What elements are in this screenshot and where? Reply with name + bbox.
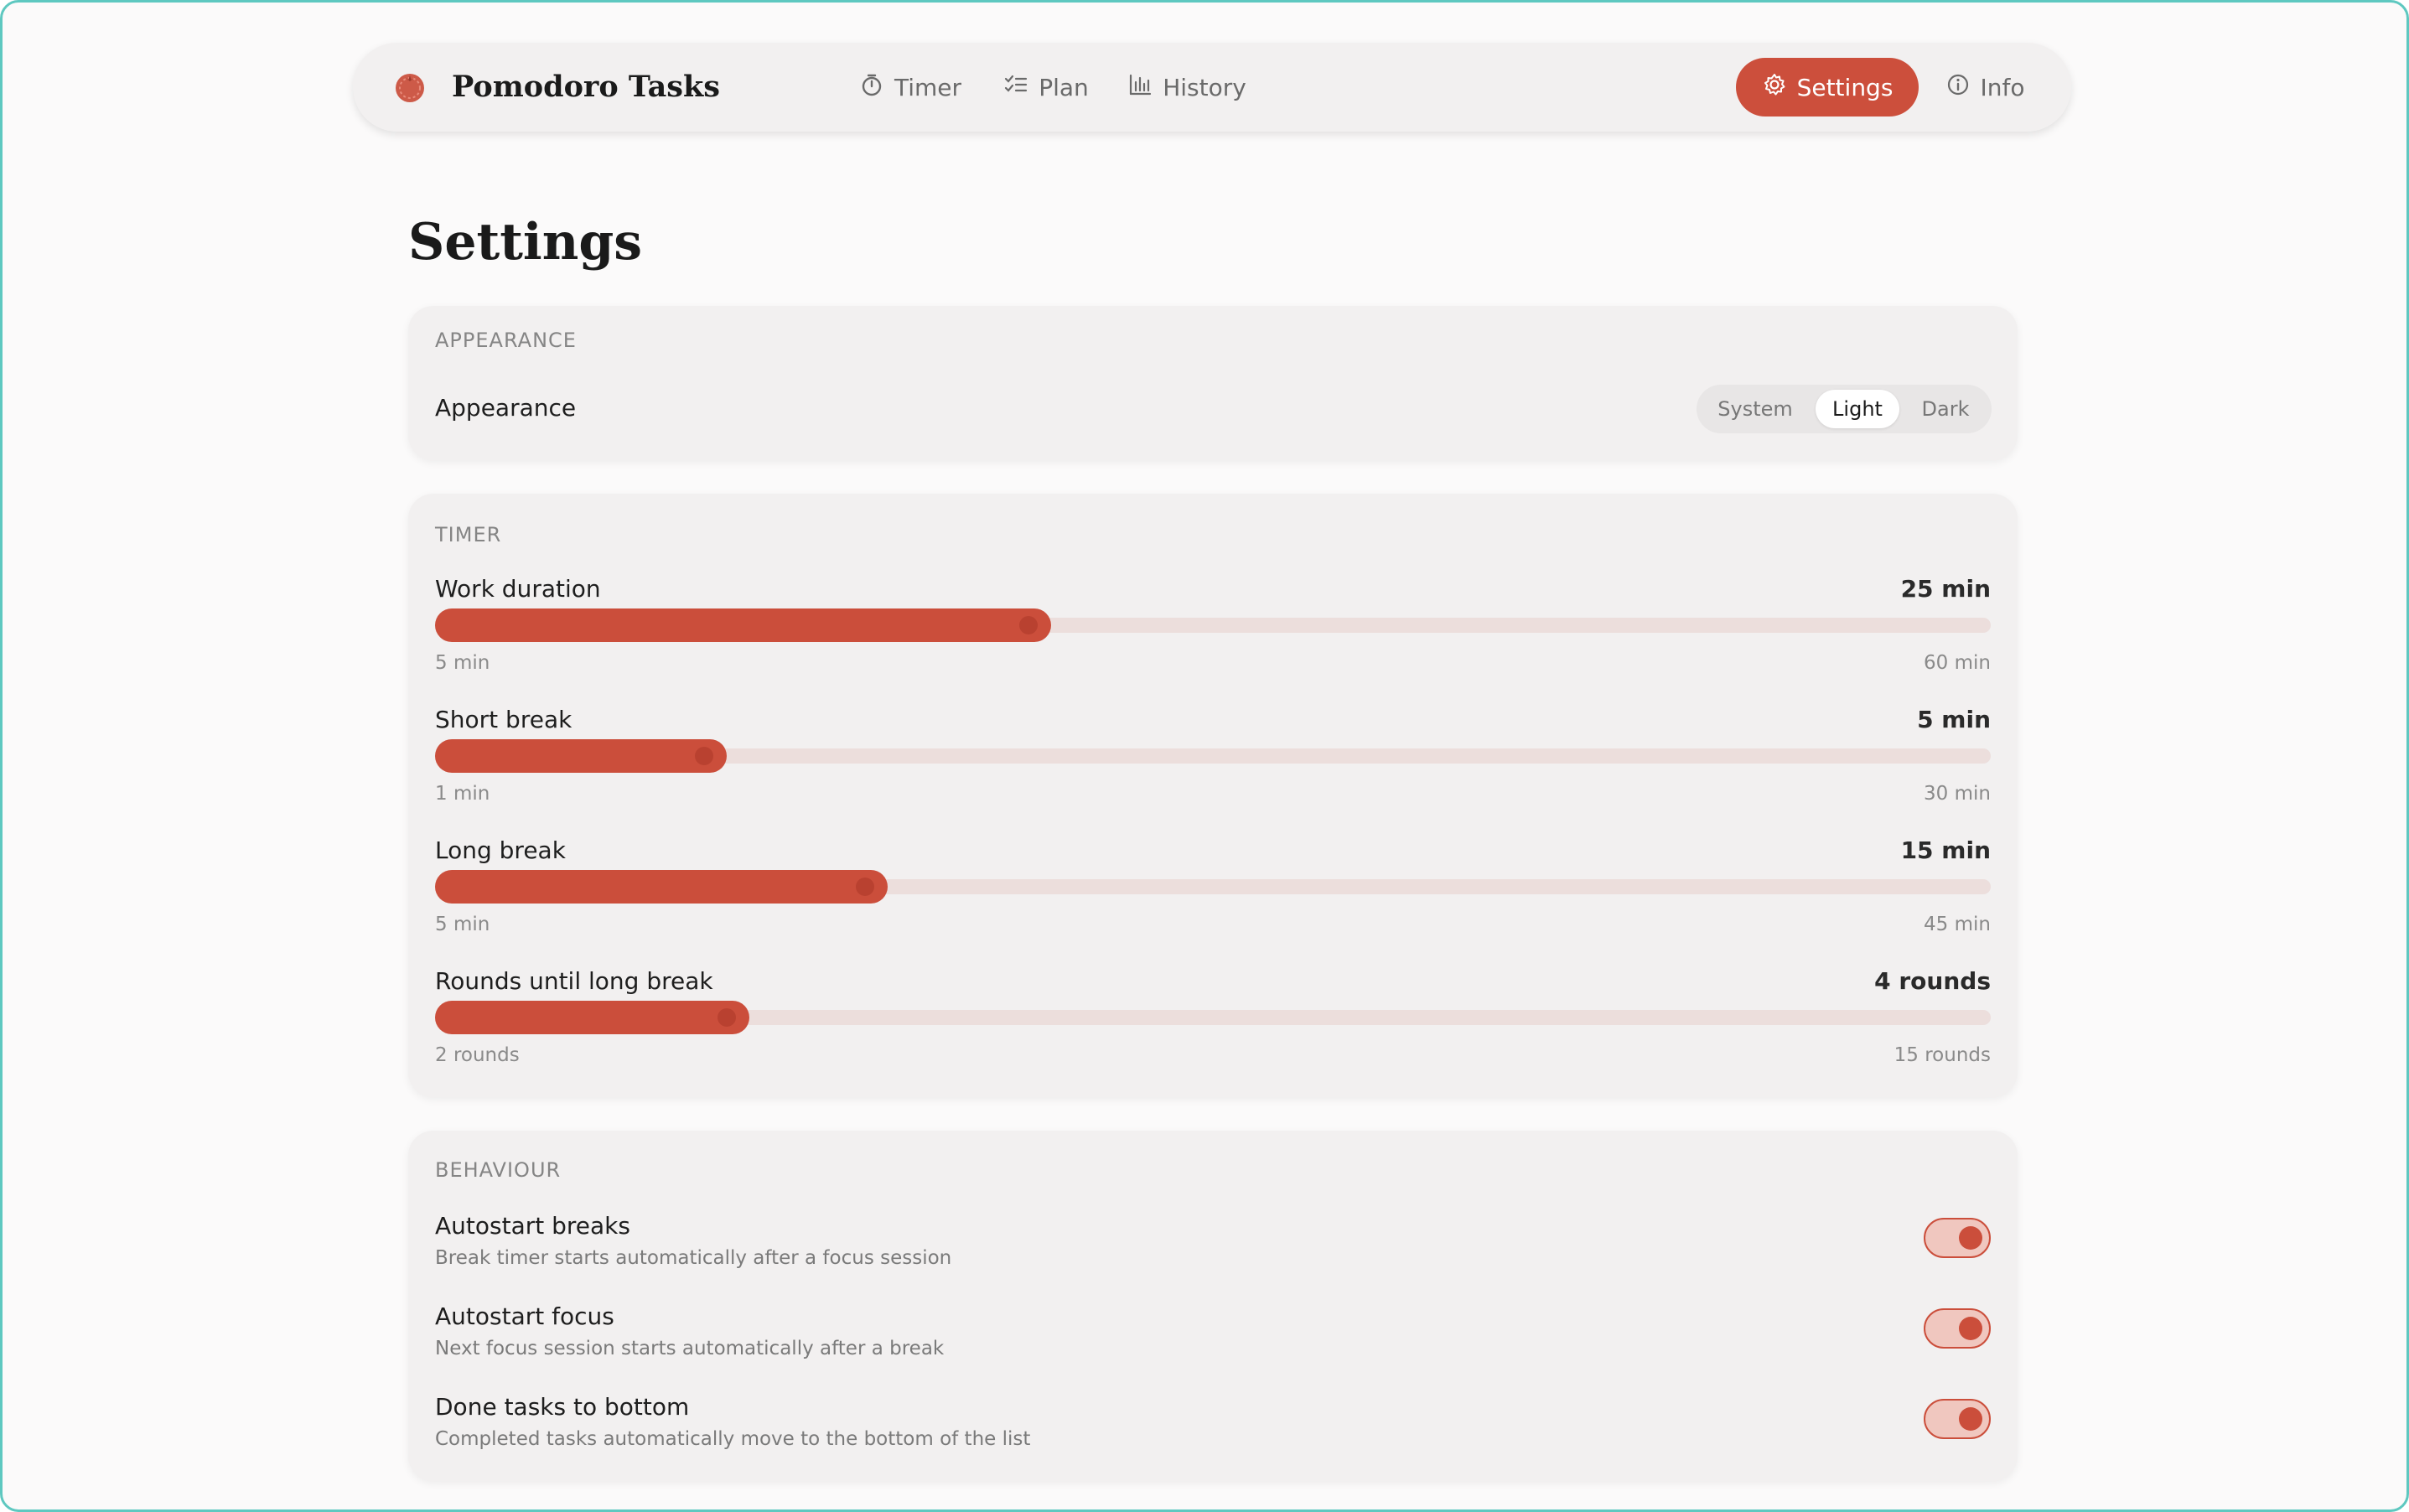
slider-thumb[interactable] [856,878,874,896]
slider-fill [435,870,888,904]
nav-info[interactable]: Info [1935,58,2034,117]
bar-chart-icon [1127,72,1153,103]
slider-label: Work duration [435,575,601,603]
appearance-option-system[interactable]: System [1717,397,1793,421]
appearance-card: APPEARANCE Appearance System Light Dark [408,306,2018,460]
nav-history[interactable]: History [1116,58,1258,117]
top-nav: Pomodoro Tasks Timer Plan History Setti [353,43,2071,132]
autostart-focus-row: Autostart focus Next focus session start… [435,1302,1991,1377]
section-label-appearance: APPEARANCE [435,329,577,352]
slider-label: Short break [435,706,572,733]
nav-settings-label: Settings [1796,73,1894,101]
appearance-row-label: Appearance [435,394,577,422]
toggle-description: Break timer starts automatically after a… [435,1247,952,1269]
rounds-until-long-break-slider: Rounds until long break 4 rounds 2 round… [435,966,1991,1066]
stopwatch-icon [859,72,884,103]
nav-timer[interactable]: Timer [847,58,973,117]
slider-value: 25 min [1900,575,1991,603]
slider-thumb[interactable] [718,1008,736,1027]
nav-info-label: Info [1980,73,2025,101]
slider-thumb[interactable] [695,747,713,765]
done-tasks-to-bottom-row: Done tasks to bottom Completed tasks aut… [435,1392,1991,1468]
slider-fill [435,608,1051,642]
toggle-title: Autostart focus [435,1302,614,1330]
app-title: Pomodoro Tasks [452,70,720,104]
toggle-knob [1959,1317,1982,1340]
appearance-option-dark[interactable]: Dark [1921,397,1970,421]
slider-value: 15 min [1900,836,1991,864]
autostart-breaks-toggle[interactable] [1924,1218,1991,1258]
slider-max-label: 30 min [1924,783,1991,805]
slider-value: 5 min [1917,706,1991,733]
slider-track[interactable] [435,748,1991,764]
slider-thumb[interactable] [1019,616,1038,634]
section-label-behaviour: BEHAVIOUR [435,1158,562,1182]
slider-max-label: 15 rounds [1894,1044,1991,1066]
slider-label: Rounds until long break [435,967,713,995]
long-break-slider: Long break 15 min 5 min 45 min [435,836,1991,935]
nav-history-label: History [1163,73,1246,101]
timer-card: TIMER Work duration 25 min 5 min 60 min … [408,494,2018,1097]
checklist-icon [1003,72,1028,103]
nav-plan[interactable]: Plan [992,58,1101,117]
info-icon [1945,72,1971,103]
short-break-slider: Short break 5 min 1 min 30 min [435,705,1991,805]
done-tasks-to-bottom-toggle[interactable] [1924,1399,1991,1439]
slider-min-label: 2 rounds [435,1044,520,1066]
nav-timer-label: Timer [894,73,962,101]
toggle-knob [1959,1226,1982,1250]
toggle-description: Completed tasks automatically move to th… [435,1428,1031,1450]
nav-settings[interactable]: Settings [1736,58,1919,117]
slider-max-label: 60 min [1924,652,1991,674]
appearance-segmented-control: System Light Dark [1697,385,1992,433]
toggle-title: Autostart breaks [435,1212,630,1240]
toggle-knob [1959,1407,1982,1431]
autostart-focus-toggle[interactable] [1924,1308,1991,1349]
slider-fill [435,1001,749,1034]
slider-min-label: 5 min [435,652,490,674]
section-label-timer: TIMER [435,523,502,546]
toggle-description: Next focus session starts automatically … [435,1338,945,1359]
autostart-breaks-row: Autostart breaks Break timer starts auto… [435,1211,1991,1287]
appearance-option-light[interactable]: Light [1816,390,1899,428]
nav-plan-label: Plan [1039,73,1089,101]
page-title: Settings [408,213,643,272]
slider-max-label: 45 min [1924,914,1991,935]
behaviour-card: BEHAVIOUR Autostart breaks Break timer s… [408,1131,2018,1481]
gear-icon [1762,72,1787,103]
tomato-icon [393,70,427,104]
slider-min-label: 1 min [435,783,490,805]
work-duration-slider: Work duration 25 min 5 min 60 min [435,574,1991,674]
slider-min-label: 5 min [435,914,490,935]
slider-fill [435,739,727,773]
toggle-title: Done tasks to bottom [435,1393,690,1421]
slider-label: Long break [435,836,566,864]
slider-value: 4 rounds [1874,967,1991,995]
slider-track[interactable] [435,1010,1991,1025]
